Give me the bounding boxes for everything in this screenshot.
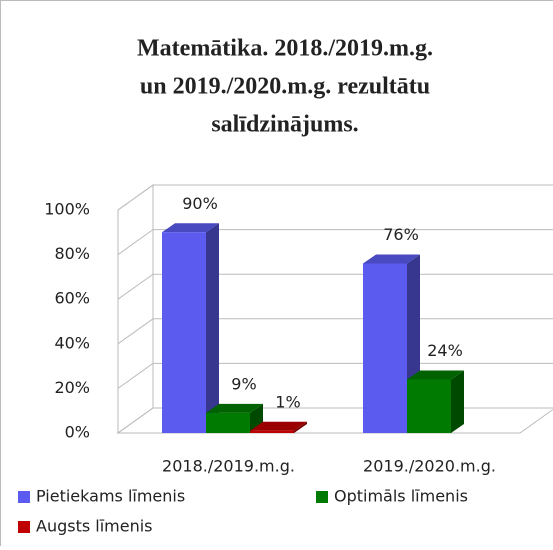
data-label: 76% xyxy=(383,225,419,244)
bar xyxy=(407,370,464,433)
y-tick-label: 40% xyxy=(54,333,90,352)
legend-label: Optimāls līmenis xyxy=(334,487,468,506)
legend-label: Augsts līmenis xyxy=(36,517,153,536)
bar-face xyxy=(363,264,407,433)
data-label: 90% xyxy=(182,194,218,213)
chart-title: salīdzinājums. xyxy=(211,112,358,138)
bar-face xyxy=(407,379,451,433)
bar-face xyxy=(206,413,250,433)
y-tick-label: 60% xyxy=(54,289,90,308)
chart-title: un 2019./2020.m.g. rezultātu xyxy=(140,74,430,100)
legend-swatch xyxy=(18,491,30,503)
y-tick-label: 20% xyxy=(54,378,90,397)
y-tick-label: 80% xyxy=(54,244,90,263)
bar-face xyxy=(162,232,206,433)
legend-swatch xyxy=(316,491,328,503)
x-tick-label: 2018./2019.m.g. xyxy=(162,457,295,476)
bar-face xyxy=(250,431,294,433)
y-tick-label: 0% xyxy=(65,423,90,442)
bar xyxy=(162,223,219,433)
x-tick-label: 2019./2020.m.g. xyxy=(363,457,496,476)
data-label: 1% xyxy=(275,392,300,411)
chart-title: Matemātika. 2018./2019.m.g. xyxy=(137,36,433,62)
y-tick-label: 100% xyxy=(44,200,90,219)
bar-face xyxy=(206,223,219,433)
legend-label: Pietiekams līmenis xyxy=(36,487,185,506)
data-label: 24% xyxy=(427,341,463,360)
legend-swatch xyxy=(18,521,30,533)
bar-face xyxy=(451,370,464,433)
side-wall xyxy=(118,185,153,433)
data-label: 9% xyxy=(231,374,256,393)
